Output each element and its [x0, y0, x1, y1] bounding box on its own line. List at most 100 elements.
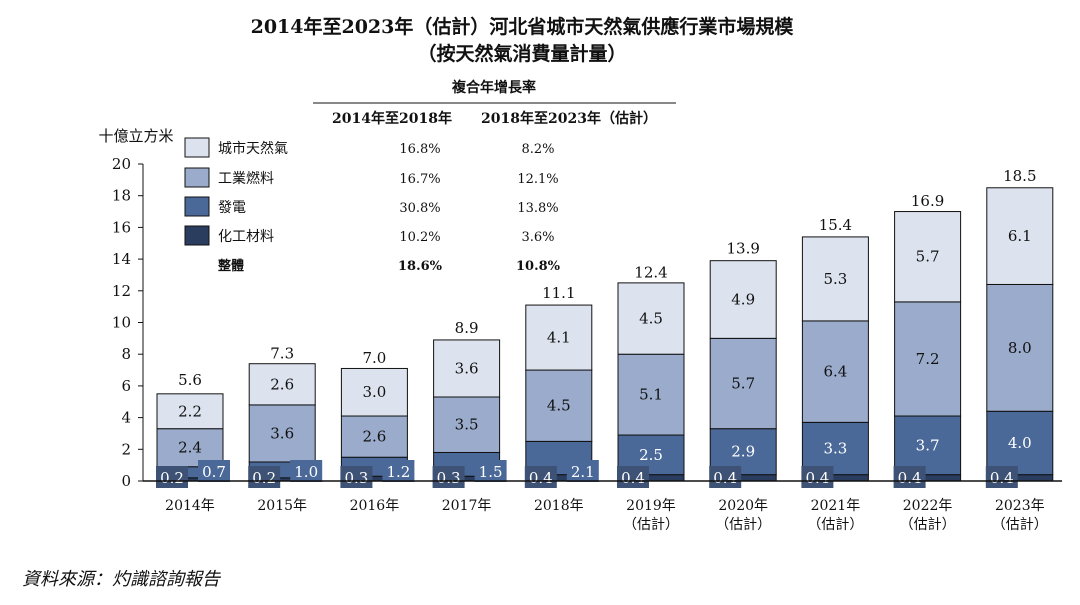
segment-label-badge — [566, 460, 599, 482]
segment-label: 0.4 — [529, 469, 553, 487]
segment-label-badge — [198, 460, 230, 482]
bar-segment — [433, 339, 501, 398]
legend-swatch — [184, 167, 210, 188]
bar-total-label: 13.9 — [726, 240, 759, 258]
segment-label: 3.0 — [362, 383, 386, 401]
segment-label-badge — [432, 466, 465, 488]
x-tick-label: 2019年 — [626, 498, 676, 514]
segment-label: 2.1 — [571, 463, 595, 481]
cagr-header: 複合年增長率 — [451, 79, 536, 96]
y-tick-label: 4 — [121, 409, 131, 427]
x-tick-label: 2014年 — [165, 498, 215, 514]
segment-label: 2.6 — [362, 428, 386, 446]
segment-label-badge — [382, 460, 415, 482]
x-tick-label: 2023年 — [995, 498, 1045, 514]
segment-label: 6.1 — [1008, 227, 1032, 245]
segment-label-badge — [985, 466, 1018, 488]
segment-label: 4.1 — [547, 329, 571, 347]
cagr-value: 3.6% — [521, 230, 554, 245]
bar-segment — [525, 369, 593, 442]
x-tick-label: 2018年 — [534, 498, 584, 514]
bar-segment — [986, 283, 1054, 412]
cagr-value: 10.8% — [516, 259, 561, 274]
y-tick-label: 8 — [121, 345, 131, 363]
bar-segment — [801, 236, 869, 322]
segment-label: 3.7 — [916, 436, 940, 454]
bar-total-label: 11.1 — [542, 284, 575, 302]
cagr-value: 13.8% — [517, 201, 558, 216]
segment-label: 2.4 — [178, 439, 202, 457]
legend-swatch — [184, 196, 210, 217]
segment-label-badge — [156, 466, 188, 488]
bar-total-label: 7.3 — [270, 344, 294, 362]
bar-segment — [156, 393, 224, 430]
x-tick-note: （估計） — [715, 517, 771, 533]
segment-label: 4.9 — [731, 291, 755, 309]
segment-label-badge — [340, 466, 373, 488]
x-tick-note: （估計） — [623, 517, 679, 533]
segment-label: 7.2 — [916, 350, 940, 368]
segment-label-badge — [709, 466, 742, 488]
bar-segment — [525, 304, 593, 371]
cagr-value: 16.8% — [399, 142, 440, 157]
y-axis-unit: 十億立方米 — [98, 127, 173, 145]
y-tick-label: 10 — [112, 314, 131, 332]
x-tick-label: 2020年 — [718, 498, 768, 514]
y-tick-label: 14 — [112, 250, 131, 268]
bar-segment — [801, 421, 869, 476]
segment-label: 0.4 — [898, 469, 922, 487]
segment-label: 8.0 — [1008, 339, 1032, 357]
bar-segment — [894, 211, 962, 303]
y-tick-label: 12 — [112, 282, 131, 300]
bar-segment — [986, 187, 1054, 285]
segment-label-badge — [248, 466, 281, 488]
bar-segment — [617, 353, 685, 436]
x-tick-label: 2021年 — [811, 498, 861, 514]
bar-segment — [801, 320, 869, 423]
segment-label: 4.0 — [1008, 434, 1032, 452]
segment-label: 0.4 — [713, 469, 737, 487]
segment-label: 3.6 — [270, 424, 294, 442]
x-tick-note: （估計） — [900, 517, 956, 533]
segment-label-badge — [617, 466, 649, 488]
cagr-value: 30.8% — [399, 201, 440, 216]
segment-label: 2.2 — [178, 402, 202, 420]
bar-segment — [709, 337, 777, 430]
x-tick-label: 2017年 — [442, 498, 492, 514]
segment-label: 2.5 — [639, 446, 663, 464]
segment-label-badge — [524, 466, 557, 488]
legend-swatch — [184, 225, 210, 246]
segment-label: 1.0 — [294, 463, 318, 481]
segment-label: 0.3 — [344, 469, 368, 487]
bar-total-label: 8.9 — [455, 319, 479, 337]
source-note: 資料來源：灼識諮詢報告 — [22, 569, 222, 590]
segment-label: 5.3 — [823, 270, 847, 288]
bar-total-label: 5.6 — [178, 371, 202, 389]
bar-total-label: 7.0 — [362, 349, 386, 367]
segment-label: 0.2 — [252, 469, 276, 487]
segment-label: 3.5 — [455, 416, 479, 434]
bars — [156, 187, 1054, 482]
y-tick-label: 16 — [112, 218, 131, 236]
legend-label: 發電 — [218, 200, 246, 216]
bar-total-label: 12.4 — [634, 263, 667, 281]
bar-segment — [340, 367, 408, 417]
y-tick-label: 0 — [121, 472, 131, 490]
segment-label: 3.3 — [823, 440, 847, 458]
segment-label: 0.4 — [621, 469, 645, 487]
segment-label: 3.6 — [455, 359, 479, 377]
y-tick-label: 20 — [112, 155, 131, 173]
segment-label: 0.7 — [202, 463, 226, 481]
x-tick-note: （估計） — [992, 517, 1048, 533]
segment-label-badge — [893, 466, 926, 488]
segment-label-badge — [290, 460, 323, 482]
y-tick-label: 2 — [121, 440, 131, 458]
bar-total-label: 18.5 — [1003, 167, 1036, 185]
legend-label: 工業燃料 — [218, 170, 274, 187]
segment-label: 6.4 — [823, 363, 847, 381]
segment-label: 1.5 — [479, 463, 503, 481]
segment-label-badge — [474, 460, 507, 482]
x-axis: 2014年 2015年 2016年 2017年 2018年 2019年 （估計） 2020年 （… — [143, 480, 1062, 533]
y-axis: 0 2 4 6 8 10 12 14 16 18 20 — [112, 155, 144, 490]
